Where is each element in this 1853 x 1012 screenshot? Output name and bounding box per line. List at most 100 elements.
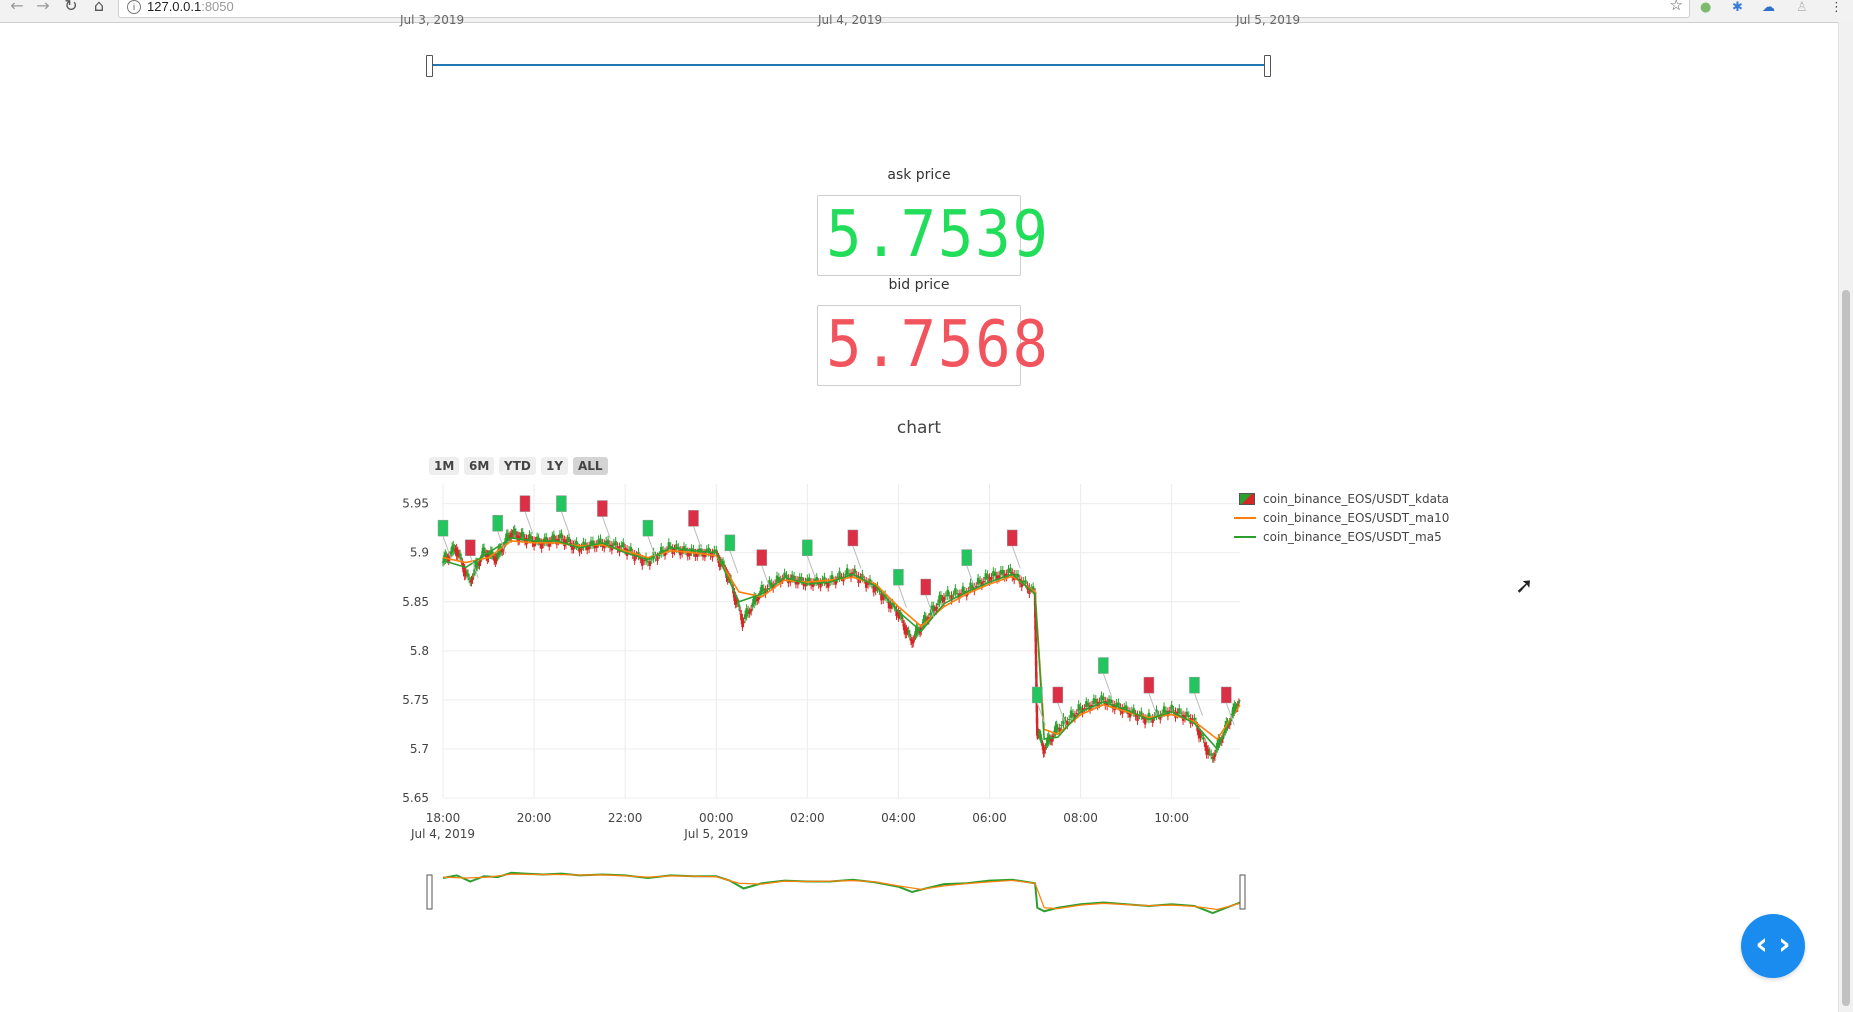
legend-item-ma5[interactable]: coin_binance_EOS/USDT_ma5 — [1234, 530, 1442, 544]
back-icon[interactable]: ← — [10, 0, 24, 15]
candle-body — [845, 568, 849, 575]
reload-icon[interactable]: ↻ — [64, 0, 78, 15]
candle-body — [815, 577, 819, 583]
candle-body — [956, 593, 959, 595]
candle-body — [1040, 741, 1044, 743]
candle-body — [599, 538, 602, 544]
range-button-ytd[interactable]: YTD — [499, 457, 536, 475]
top-range-slider-left-handle[interactable] — [426, 55, 433, 77]
candle-body — [874, 587, 877, 592]
address-bar[interactable]: i 127.0.0.1:8050 ☆ — [118, 0, 1690, 18]
candle-body — [589, 540, 593, 546]
candle-body — [1028, 587, 1031, 595]
browser-menu-icon[interactable]: ⋮ — [1830, 0, 1843, 15]
page-scrollbar[interactable] — [1838, 22, 1853, 1012]
candle-body — [584, 542, 587, 547]
candle-body — [813, 579, 817, 583]
candle-body — [1203, 742, 1207, 747]
candle-body — [823, 576, 826, 583]
range-button-1y[interactable]: 1Y — [541, 457, 569, 475]
range-button-1m[interactable]: 1M — [429, 457, 460, 475]
candle-body — [478, 562, 481, 566]
candle-body — [528, 534, 531, 540]
candle-body — [844, 574, 847, 576]
series-line-2 — [442, 537, 1241, 751]
x-tick-label: 10:00 — [1154, 811, 1189, 825]
candle-body — [1140, 711, 1143, 717]
candle-body — [933, 609, 937, 611]
candle-body — [582, 541, 585, 547]
candle-body — [475, 561, 479, 568]
top-range-slider-track[interactable] — [429, 64, 1267, 66]
rangeslider-right-handle — [1239, 874, 1246, 910]
extension-snowflake-icon[interactable]: ✱ — [1732, 0, 1743, 15]
candle-body — [882, 595, 885, 601]
candle-body — [1199, 732, 1202, 738]
top-range-slider-right-handle[interactable] — [1264, 55, 1271, 77]
scrollbar-thumb[interactable] — [1842, 290, 1850, 1006]
legend-item-ma10[interactable]: coin_binance_EOS/USDT_ma10 — [1234, 511, 1449, 525]
candle-body — [543, 537, 546, 543]
bid-price-display: 5.7568 — [817, 305, 1048, 386]
candle-body — [1174, 711, 1177, 718]
candle-body — [1045, 743, 1048, 746]
info-icon[interactable]: i — [127, 0, 141, 14]
candle-body — [808, 577, 811, 583]
candle-body — [838, 571, 841, 579]
signal-arrow — [693, 526, 702, 549]
candle-body — [1208, 751, 1211, 753]
candle-body — [646, 561, 650, 563]
home-icon[interactable]: ⌂ — [93, 0, 105, 15]
candle-body — [575, 541, 578, 547]
candle-body — [916, 627, 919, 633]
candle-body — [1109, 699, 1113, 704]
candle-body — [566, 538, 569, 542]
candle-body — [757, 596, 760, 600]
candle-body — [548, 541, 551, 547]
legend-item-kdata[interactable]: coin_binance_EOS/USDT_kdata — [1239, 492, 1449, 506]
candle-body — [754, 596, 757, 602]
candle-body — [1056, 727, 1060, 730]
x-tick-label: 08:00 — [1063, 811, 1098, 825]
forward-icon[interactable]: → — [36, 0, 50, 15]
candle-body — [836, 576, 839, 579]
extension-green-icon[interactable]: ● — [1700, 0, 1712, 15]
candle-body — [464, 570, 467, 576]
candle-body — [620, 545, 623, 547]
candle-body — [954, 588, 957, 595]
code-toggle-button[interactable]: ‹ › — [1741, 914, 1805, 978]
candle-body — [686, 551, 689, 557]
extension-person-icon[interactable]: ♙ — [1796, 0, 1808, 15]
candle-body — [742, 621, 745, 624]
candle-body — [1162, 706, 1166, 713]
candle-body — [936, 603, 940, 606]
candle-body — [1134, 713, 1137, 717]
candle-body — [627, 549, 631, 551]
candle-body — [537, 537, 540, 542]
range-button-6m[interactable]: 6M — [464, 457, 495, 475]
range-button-all[interactable]: ALL — [573, 457, 608, 475]
candle-body — [938, 595, 941, 603]
series-line-0 — [443, 533, 1240, 759]
candle-body — [552, 534, 556, 541]
candle-body — [992, 571, 995, 577]
candle-body — [521, 531, 524, 538]
candle-body — [941, 598, 944, 600]
candle-body — [866, 582, 870, 585]
candle-body — [907, 630, 910, 634]
candle-body — [1172, 709, 1175, 711]
signal-arrow — [925, 594, 935, 618]
candle-body — [975, 585, 978, 587]
candle-body — [658, 555, 661, 557]
extension-cloud-icon[interactable]: ☁ — [1762, 0, 1775, 15]
candle-body — [545, 536, 548, 543]
legend-label-ma5: coin_binance_EOS/USDT_ma5 — [1263, 530, 1442, 544]
candle-body — [748, 611, 751, 614]
candle-body — [944, 595, 948, 597]
buy-signal-marker — [893, 568, 904, 586]
candle-body — [557, 538, 560, 542]
candle-body — [1071, 713, 1075, 717]
bookmark-star-icon[interactable]: ☆ — [1669, 0, 1683, 14]
candle-body — [1117, 702, 1120, 707]
